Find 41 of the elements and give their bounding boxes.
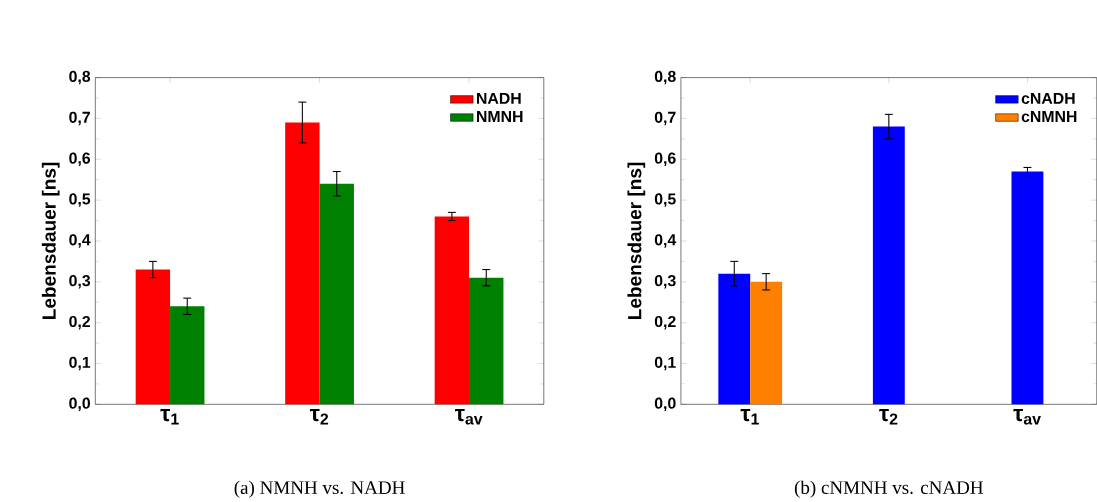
x-tick-label: τ$_{1}$ [740,408,759,425]
bar [1011,171,1044,405]
y-tick-label: 0,3 [654,274,676,289]
legend-label: cNMNH [1021,110,1077,123]
x-tick-label: τ$_{2}$ [879,408,898,425]
x-tick-label: τ$_{1}$ [160,408,179,425]
legend-label: NMNH [477,110,523,122]
y-tick-label: 0,3 [69,274,91,289]
bar [750,281,783,405]
legend-label: NADH [477,92,521,104]
bar [319,183,354,405]
y-axis-title: Lebensdauer [ns] [41,162,60,319]
y-axis-title: Lebensdauer [ns] [627,162,646,319]
text: (b) cNMNH vs. cNADH [794,480,984,498]
x-tick-label: τ$_{2}$ [309,408,329,425]
y-tick-label: 0,4 [654,234,677,248]
y-tick-label: 0,6 [69,152,91,166]
bar [135,269,171,405]
x-tick-label: τ$_{av}$ [1013,408,1041,425]
y-tick-label: 0,5 [654,193,676,207]
y-tick-label: 0,6 [654,152,676,166]
bar [285,122,320,405]
y-tick-label: 0,0 [69,397,90,411]
bar [170,306,205,405]
y-tick-label: 0,2 [69,315,91,330]
y-tick-label: 0,0 [654,397,676,411]
x-tick-label: τ$_{av}$ [455,408,483,425]
y-tick-label: 0,5 [69,193,91,207]
bar [718,273,751,405]
y-tick-label: 0,8 [654,70,676,85]
bar [469,277,504,405]
legend-label: cNADH [1021,92,1075,104]
text: (a) NMNH vs. NADH [234,480,405,498]
y-tick-label: 0,7 [69,111,90,126]
y-tick-label: 0,7 [654,111,676,126]
y-tick-label: 0,1 [69,356,91,371]
bar [434,216,470,405]
y-tick-label: 0,4 [69,234,91,248]
y-tick-label: 0,1 [654,356,676,371]
y-tick-label: 0,8 [69,70,91,85]
y-tick-label: 0,2 [654,315,676,330]
